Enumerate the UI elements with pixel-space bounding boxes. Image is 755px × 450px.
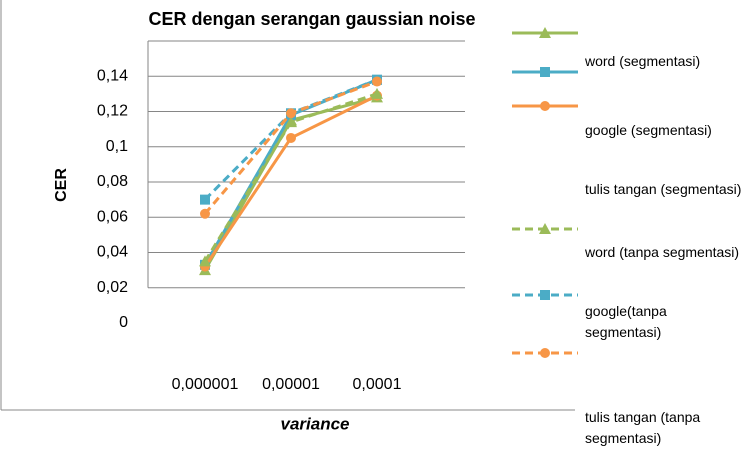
- x-tick-label: 0,0001: [353, 376, 402, 393]
- legend-marker: [540, 348, 550, 358]
- y-tick-label: 0: [119, 314, 128, 331]
- y-tick-label: 0,06: [97, 208, 128, 225]
- legend-label: google (segmentasi): [585, 122, 712, 138]
- point: [286, 132, 296, 143]
- y-tick-label: 0,14: [97, 67, 128, 84]
- legend-label: tulis tangan (tanpa segmentasi): [585, 409, 701, 446]
- point: [200, 194, 210, 205]
- y-tick-label: 0,08: [97, 173, 128, 190]
- point: [371, 87, 383, 99]
- legend-label: tulis tangan (segmentasi): [585, 181, 742, 197]
- legend-marker: [540, 101, 550, 111]
- legend-item: [512, 67, 578, 77]
- legend-item: [512, 223, 578, 234]
- point: [285, 116, 297, 128]
- x-tick-label: 0,00001: [262, 376, 320, 393]
- point: [199, 255, 211, 267]
- legend-marker: [539, 27, 551, 38]
- x-tick-label: 0,000001: [172, 376, 239, 393]
- legend-item: [512, 101, 578, 111]
- legend-label: google(tanpa segmentasi): [585, 303, 667, 340]
- legend-item: [512, 290, 578, 300]
- chart-title: CER dengan serangan gaussian noise: [148, 9, 475, 29]
- legend-item: [512, 348, 578, 358]
- y-tick-label: 0,12: [97, 103, 128, 120]
- legend-marker: [540, 290, 550, 300]
- legend-item: [512, 27, 578, 38]
- x-axis-label: variance: [281, 414, 350, 433]
- legend-label: word (tanpa segmentasi): [585, 244, 740, 260]
- y-tick-label: 0,1: [106, 138, 128, 155]
- legend-marker: [539, 223, 551, 234]
- y-axis-label: CER: [53, 168, 70, 202]
- y-tick-label: 0,04: [97, 244, 128, 261]
- legend-marker: [540, 67, 550, 77]
- point: [200, 208, 210, 219]
- point: [372, 76, 382, 87]
- y-tick-label: 0,02: [97, 279, 128, 296]
- legend-label: word (segmentasi): [585, 53, 701, 69]
- point: [286, 108, 296, 119]
